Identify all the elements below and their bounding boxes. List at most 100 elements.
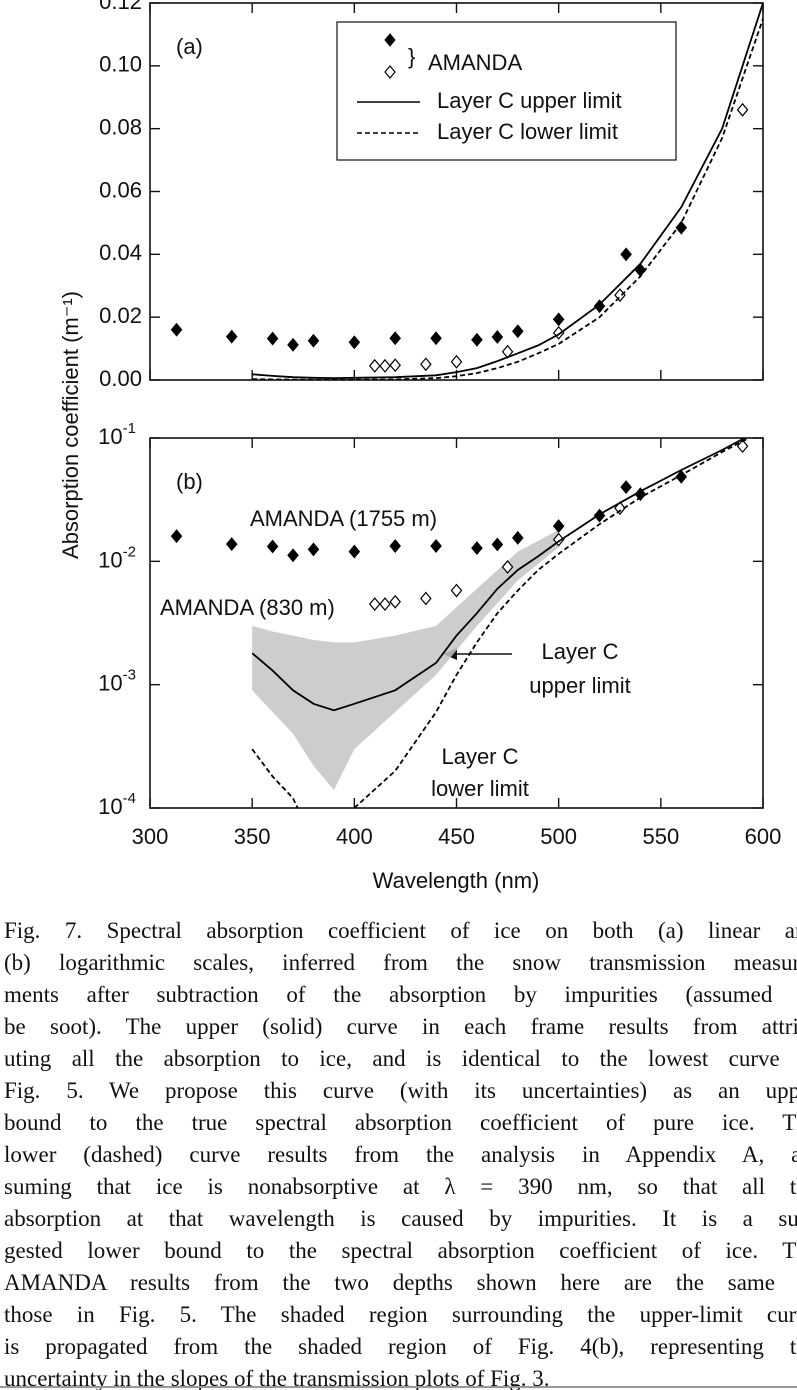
data-point [491, 537, 504, 552]
x-tick-label: 600 [745, 824, 782, 849]
data-point [368, 597, 381, 612]
caption-line: gested lower bound to the spectral absor… [4, 1238, 797, 1263]
data-point [420, 357, 432, 372]
y-tick-label: 0.06 [99, 177, 142, 202]
y-tick-label: 0.00 [99, 366, 142, 391]
data-point [620, 480, 632, 495]
data-point [225, 537, 238, 552]
data-point [225, 329, 238, 344]
caption-line: AMANDA results from the two depths shown… [4, 1270, 797, 1295]
caption-line: those in Fig. 5. The shaded region surro… [4, 1302, 797, 1327]
y-tick-label: 0.08 [99, 114, 142, 139]
x-tick-label: 350 [234, 824, 271, 849]
page-rule [0, 1386, 797, 1388]
y-tick-label: 10-2 [98, 543, 136, 572]
caption-line: lower (dashed) curve results from the an… [4, 1142, 797, 1167]
data-point [552, 519, 565, 534]
legend-label: Layer C upper limit [437, 88, 622, 113]
y-tick-exponent: -2 [123, 543, 136, 560]
panel-label: (b) [176, 469, 203, 494]
data-point [736, 439, 749, 454]
data-point [430, 539, 442, 553]
caption: Fig. 7. Spectral absorption coefficient … [4, 915, 797, 1390]
curve [252, 18, 763, 380]
y-tick-exponent: -3 [123, 667, 136, 684]
x-axis-label: Wavelength (nm) [373, 868, 540, 893]
annotation: AMANDA (830 m) [160, 595, 335, 620]
y-tick-label: 10-3 [98, 667, 136, 696]
legend: } AMANDA Layer C upper limit Layer C lower … [336, 21, 677, 161]
panel-label: (a) [176, 34, 203, 59]
annotation: lower limit [431, 776, 529, 801]
curve [251, 438, 751, 808]
caption-line: Fig. 7. Spectral absorption coefficient … [4, 918, 797, 943]
caption-line: is propagated from the shaded region of … [4, 1334, 797, 1359]
y-tick-label: 0.12 [99, 0, 142, 14]
annotation: Layer C [441, 744, 518, 769]
data-point [491, 330, 504, 344]
caption-line: (b) logarithmic scales, inferred from th… [4, 950, 797, 975]
data-point [348, 335, 361, 350]
data-point [675, 220, 688, 235]
x-tick-label: 500 [540, 824, 577, 849]
legend-brace: } [408, 44, 415, 69]
caption-line: Fig. 5. We propose this curve (with its … [4, 1078, 797, 1103]
y-tick-base: 10 [98, 547, 122, 572]
x-tick-label: 550 [642, 824, 679, 849]
data-point [552, 312, 565, 327]
data-point [450, 354, 463, 369]
annotation: AMANDA (1755 m) [250, 506, 437, 531]
annotation: Layer C [541, 639, 618, 664]
data-point [307, 333, 320, 348]
caption-line: ments after subtraction of the absorptio… [4, 982, 797, 1007]
data-point [287, 548, 299, 563]
data-point [634, 263, 647, 277]
legend-marker [384, 33, 396, 47]
uncertainty-band [252, 529, 559, 790]
legend-marker [384, 65, 396, 79]
curve [252, 3, 763, 380]
data-point [512, 324, 524, 339]
data-point [450, 583, 463, 598]
data-point [307, 542, 320, 557]
caption-line: suming that ice is nonabsorptive at λ = … [4, 1174, 797, 1199]
y-tick-label: 0.04 [99, 240, 142, 265]
plot-data [170, 438, 751, 808]
plot-area: 0.00 0.02 0.04 0.06 0.08 0.10 0.12 (a) Absorptio… [58, 0, 764, 559]
data-point [379, 597, 391, 612]
data-point [501, 560, 514, 574]
y-tick-label: 0.10 [99, 52, 142, 77]
y-tick-label: 10-1 [98, 420, 136, 449]
data-point [471, 541, 483, 556]
data-point [389, 594, 401, 609]
data-point [368, 358, 381, 373]
data-point [593, 508, 606, 523]
data-point [348, 544, 361, 559]
data-point [266, 539, 279, 554]
y-axis-label: Absorption coefficient (m⁻¹) [58, 291, 83, 559]
caption-line: uting all the absorption to ice, and is … [4, 1046, 797, 1071]
data-point [389, 358, 401, 373]
caption-line: bound to the true spectral absorption co… [4, 1110, 797, 1135]
data-point [512, 530, 524, 545]
data-point [620, 247, 632, 262]
curve [251, 438, 747, 712]
caption-line: be soot). The upper (solid) curve in eac… [4, 1014, 797, 1039]
y-tick-exponent: -4 [123, 790, 136, 807]
y-tick-exponent: -1 [123, 420, 136, 437]
data-point [170, 529, 183, 544]
figure: 0.00 0.02 0.04 0.06 0.08 0.10 0.12 (a) Absorptio… [58, 0, 782, 893]
data-point [389, 539, 401, 553]
data-point [471, 332, 483, 347]
legend-box [336, 21, 677, 161]
y-tick-base: 10 [98, 670, 122, 695]
data-point [675, 469, 688, 484]
y-tick-label: 10-4 [98, 790, 136, 819]
data-point [389, 331, 401, 346]
y-tick-label: 0.02 [99, 303, 142, 328]
legend-label: Layer C lower limit [437, 119, 618, 144]
x-tick-label: 400 [336, 824, 373, 849]
data-point [287, 337, 299, 352]
data-point [736, 102, 749, 117]
